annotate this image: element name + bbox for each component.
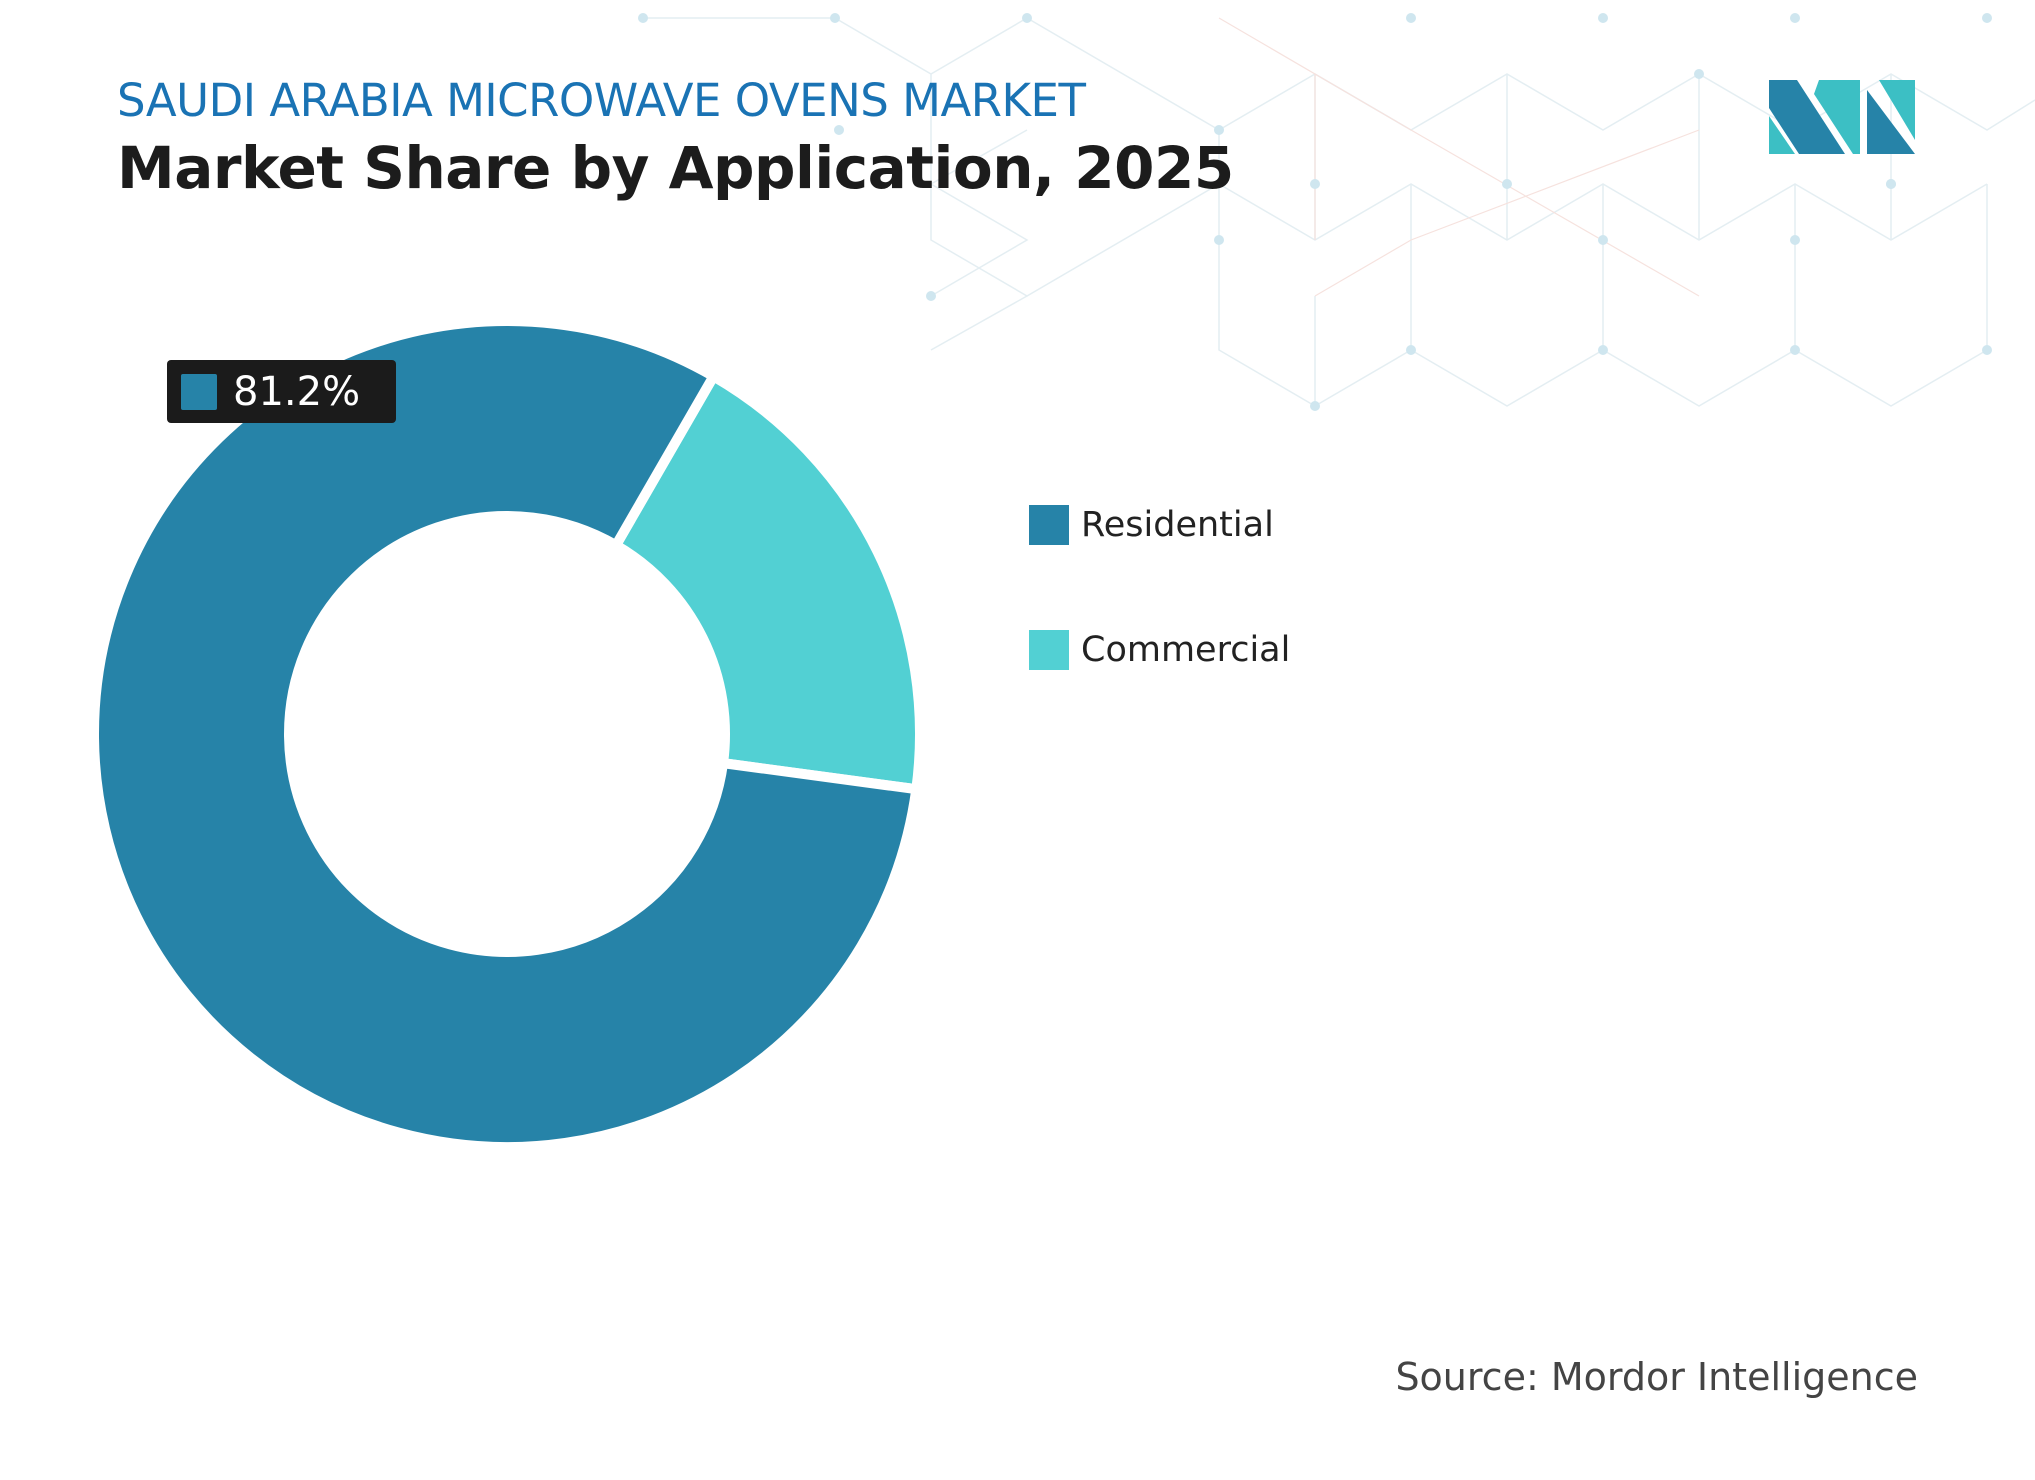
- legend-label: Commercial: [1081, 630, 1291, 670]
- legend-label: Residential: [1081, 505, 1274, 545]
- donut-slice-residential: [89, 316, 922, 1152]
- legend-item-commercial: Commercial: [1029, 630, 1290, 670]
- data-label-text: 81.2%: [233, 368, 361, 415]
- source-note: Source: Mordor Intelligence: [1395, 1355, 1918, 1399]
- data-label-swatch: [181, 373, 217, 410]
- chart-title: Market Share by Application, 2025: [117, 134, 1234, 202]
- mordor-intelligence-logo: [1769, 80, 1915, 154]
- data-label-residential: 81.2%: [167, 360, 396, 423]
- legend-swatch-commercial: [1029, 630, 1069, 670]
- legend-item-residential: Residential: [1029, 505, 1274, 545]
- donut-slice-commercial: [609, 369, 925, 795]
- chart-subtitle: SAUDI ARABIA MICROWAVE OVENS MARKET: [117, 74, 1086, 127]
- legend-swatch-residential: [1029, 505, 1069, 545]
